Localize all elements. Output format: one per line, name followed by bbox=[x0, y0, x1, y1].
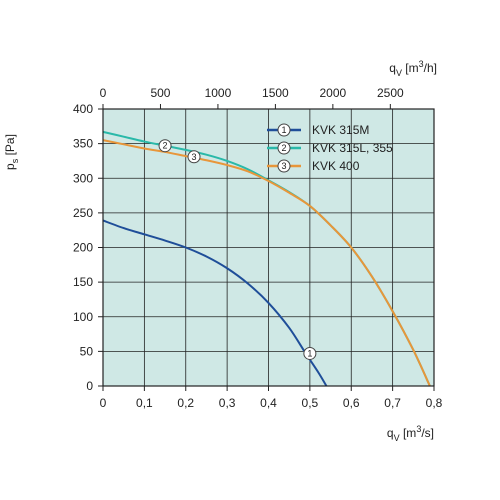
legend-entry: 3 KVK 400 bbox=[267, 159, 360, 173]
legend-marker-circle bbox=[277, 141, 291, 155]
y-axis-ticks: 0 50 100 150 200 250 300 350 400 bbox=[73, 102, 103, 393]
y-tick-label: 0 bbox=[86, 379, 93, 393]
x-tick-label: 0,4 bbox=[260, 396, 277, 410]
series-marker-1: 1 bbox=[303, 346, 317, 360]
legend-label: KVK 315M bbox=[312, 123, 369, 137]
x-axis-top-title: qV [m3/h] bbox=[389, 59, 437, 78]
x-tick-label: 0,7 bbox=[384, 396, 401, 410]
y-tick-label: 150 bbox=[73, 275, 93, 289]
legend-marker-label: 3 bbox=[281, 161, 286, 171]
x-tick-label: 0,2 bbox=[177, 396, 194, 410]
y-tick-label: 300 bbox=[73, 171, 93, 185]
x-top-tick-label: 2000 bbox=[320, 86, 347, 100]
y-axis-title: ps [Pa] bbox=[3, 134, 20, 170]
x-tick-label: 0,5 bbox=[302, 396, 319, 410]
x-axis-bottom-title: qV [m3/s] bbox=[387, 424, 434, 443]
y-tick-label: 400 bbox=[73, 102, 93, 116]
marker-circle bbox=[158, 139, 172, 153]
series-marker-3: 3 bbox=[187, 150, 201, 164]
x-tick-label: 0,8 bbox=[426, 396, 443, 410]
x-axis-top-ticks: 0 500 1000 1500 2000 2500 bbox=[100, 86, 404, 109]
series-line-3 bbox=[102, 139, 431, 387]
legend-label: KVK 315L, 355 bbox=[312, 141, 393, 155]
x-tick-label: 0 bbox=[100, 396, 107, 410]
legend-marker-label: 2 bbox=[281, 143, 286, 153]
y-tick-label: 200 bbox=[73, 241, 93, 255]
x-tick-label: 0,1 bbox=[136, 396, 153, 410]
x-top-tick-label: 500 bbox=[150, 86, 170, 100]
y-tick-label: 50 bbox=[80, 344, 94, 358]
series-marker-2: 2 bbox=[158, 139, 172, 153]
legend-marker-label: 1 bbox=[281, 125, 286, 135]
legend-label: KVK 400 bbox=[312, 159, 360, 173]
x-tick-label: 0,6 bbox=[343, 396, 360, 410]
marker-label: 1 bbox=[307, 348, 312, 358]
curves: 1 2 3 bbox=[102, 130, 431, 387]
x-top-tick-label: 0 bbox=[100, 86, 107, 100]
legend-entry: 2 KVK 315L, 355 bbox=[267, 141, 393, 155]
marker-circle bbox=[187, 150, 201, 164]
legend: 1 KVK 315M 2 KVK 315L, 355 3 KVK 400 bbox=[267, 123, 393, 173]
x-top-tick-label: 2500 bbox=[377, 86, 404, 100]
x-axis-bottom-ticks: 0 0,1 0,2 0,3 0,4 0,5 0,6 0,7 0,8 bbox=[100, 386, 443, 410]
legend-marker-circle bbox=[277, 123, 291, 137]
marker-label: 3 bbox=[192, 152, 197, 162]
y-tick-label: 250 bbox=[73, 206, 93, 220]
legend-entry: 1 KVK 315M bbox=[267, 123, 369, 137]
x-tick-label: 0,3 bbox=[219, 396, 236, 410]
legend-marker-circle bbox=[277, 159, 291, 173]
y-tick-label: 350 bbox=[73, 137, 93, 151]
x-top-tick-label: 1000 bbox=[205, 86, 232, 100]
marker-circle bbox=[303, 346, 317, 360]
marker-label: 2 bbox=[163, 141, 168, 151]
y-tick-label: 100 bbox=[73, 310, 93, 324]
x-top-tick-label: 1500 bbox=[262, 86, 289, 100]
